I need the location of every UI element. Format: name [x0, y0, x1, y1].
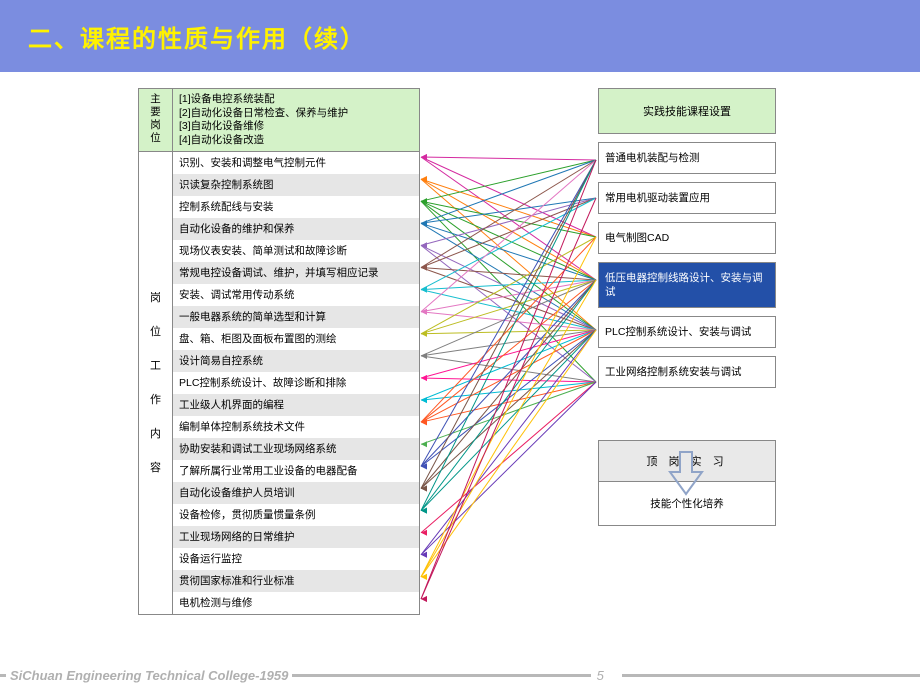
right-item: 常用电机驱动装置应用: [598, 182, 776, 214]
left-row: 安装、调试常用传动系统: [173, 284, 419, 306]
footer-label: SiChuan Engineering Technical College-19…: [6, 668, 292, 683]
bottom-box-header: 顶 岗 实 习: [599, 441, 775, 482]
left-row: 现场仪表安装、简单测试和故障诊断: [173, 240, 419, 262]
right-item: 普通电机装配与检测: [598, 142, 776, 174]
left-row: 自动化设备的维护和保养: [173, 218, 419, 240]
left-row: 设计简易自控系统: [173, 350, 419, 372]
left-row: 常规电控设备调试、维护，并填写相应记录: [173, 262, 419, 284]
bottom-box: 顶 岗 实 习 技能个性化培养: [598, 440, 776, 526]
page-number: 5: [591, 668, 622, 683]
right-item: 低压电器控制线路设计、安装与调试: [598, 262, 776, 308]
slide-header: 二、课程的性质与作用（续）: [0, 0, 920, 72]
right-column: 实践技能课程设置 普通电机装配与检测常用电机驱动装置应用电气制图CAD 低压电器控…: [598, 88, 776, 526]
left-row: 识读复杂控制系统图: [173, 174, 419, 196]
left-row: 编制单体控制系统技术文件: [173, 416, 419, 438]
left-row: 控制系统配线与安装: [173, 196, 419, 218]
left-table-body: 岗位工作内容 识别、安装和调整电气控制元件识读复杂控制系统图控制系统配线与安装自…: [139, 152, 419, 614]
left-row: PLC控制系统设计、故障诊断和排除: [173, 372, 419, 394]
left-table: 主要岗位 [1]设备电控系统装配[2]自动化设备日常检查、保养与维护[3]自动化…: [138, 88, 420, 615]
right-header: 实践技能课程设置: [598, 88, 776, 134]
left-rows: 识别、安装和调整电气控制元件识读复杂控制系统图控制系统配线与安装自动化设备的维护…: [173, 152, 419, 614]
left-row: 设备运行监控: [173, 548, 419, 570]
left-row: 协助安装和调试工业现场网络系统: [173, 438, 419, 460]
left-row: 识别、安装和调整电气控制元件: [173, 152, 419, 174]
left-row: 自动化设备维护人员培训: [173, 482, 419, 504]
bottom-box-body: 技能个性化培养: [599, 482, 775, 525]
left-body-label: 岗位工作内容: [139, 152, 173, 614]
right-item: 电气制图CAD: [598, 222, 776, 254]
left-row: 一般电器系统的简单选型和计算: [173, 306, 419, 328]
slide-footer: SiChuan Engineering Technical College-19…: [0, 660, 920, 690]
left-table-header: 主要岗位 [1]设备电控系统装配[2]自动化设备日常检查、保养与维护[3]自动化…: [139, 89, 419, 152]
left-row: 工业现场网络的日常维护: [173, 526, 419, 548]
right-item: PLC控制系统设计、安装与调试: [598, 316, 776, 348]
left-row: 了解所属行业常用工业设备的电器配备: [173, 460, 419, 482]
left-row: 盘、箱、柜图及面板布置图的测绘: [173, 328, 419, 350]
left-header-items: [1]设备电控系统装配[2]自动化设备日常检查、保养与维护[3]自动化设备维修[…: [173, 89, 419, 151]
right-item: 工业网络控制系统安装与调试: [598, 356, 776, 388]
left-row: 贯彻国家标准和行业标准: [173, 570, 419, 592]
slide-title: 二、课程的性质与作用（续）: [28, 19, 366, 54]
left-header-label: 主要岗位: [139, 89, 173, 151]
left-row: 设备检修，贯彻质量惯量条例: [173, 504, 419, 526]
left-row: 工业级人机界面的编程: [173, 394, 419, 416]
left-row: 电机检测与维修: [173, 592, 419, 614]
